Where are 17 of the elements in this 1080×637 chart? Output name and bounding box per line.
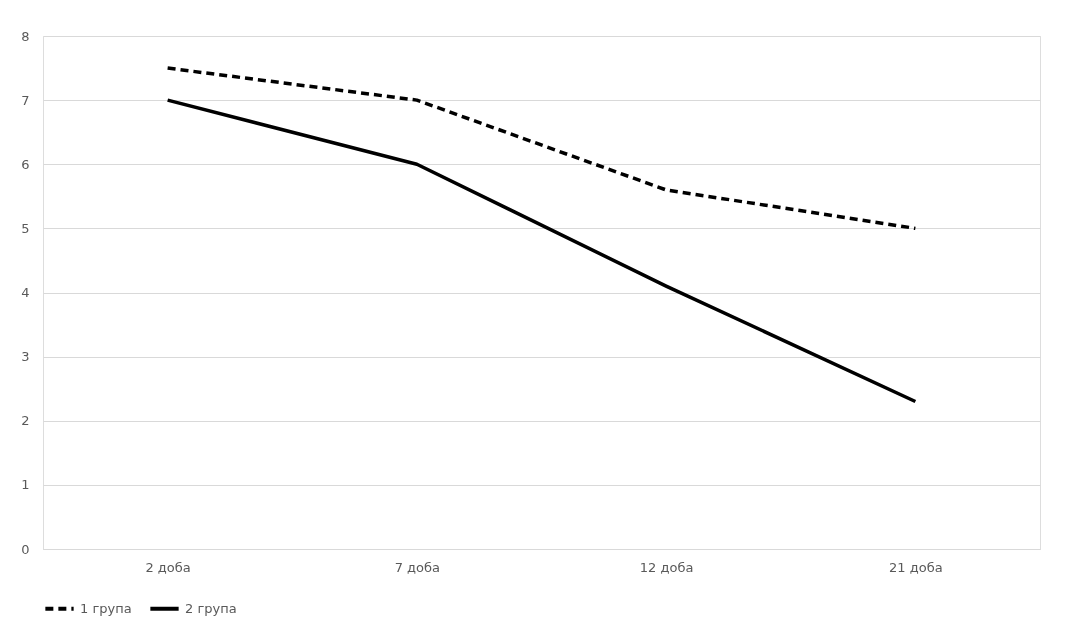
x-tick-label: 12 доба xyxy=(639,559,694,575)
x-tick-label: 2 доба xyxy=(145,559,191,575)
line-series xyxy=(165,98,918,404)
legend-label: 1 група xyxy=(80,600,132,616)
y-tick-label: 4 xyxy=(21,285,30,300)
y-tick-label: 6 xyxy=(21,156,30,172)
y-tick-label: 8 xyxy=(21,28,30,44)
y-tick-label: 3 xyxy=(21,349,30,365)
y-tick-label: 2 xyxy=(21,413,30,429)
line-series xyxy=(165,66,918,231)
x-tick-label: 21 доба xyxy=(889,559,943,575)
y-tick-label: 5 xyxy=(21,220,30,236)
x-tick-label: 7 доба xyxy=(394,559,441,575)
legend-label: 2 група xyxy=(185,600,237,616)
y-tick-label: 0 xyxy=(21,541,30,557)
y-tick-label: 1 xyxy=(21,477,30,493)
y-tick-label: 7 xyxy=(21,92,30,108)
